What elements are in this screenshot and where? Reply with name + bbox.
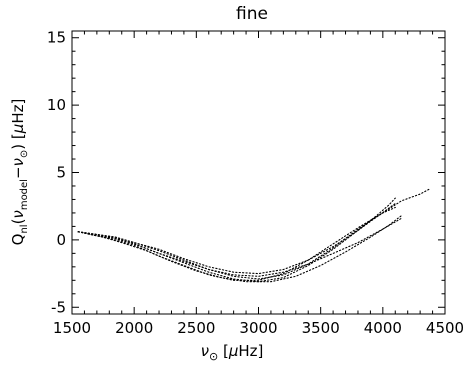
svg-text:ν⊙ [μHz]: ν⊙ [μHz] [201, 342, 264, 363]
y-tick-label: 10 [47, 96, 66, 114]
data-series-6 [83, 215, 403, 283]
x-tick-label: 3000 [239, 319, 277, 337]
plot-frame [71, 30, 446, 315]
x-tick-label: 4000 [364, 319, 402, 337]
x-tick-label: 3500 [302, 319, 340, 337]
data-series-5 [77, 202, 396, 275]
x-tick-label: 2500 [177, 319, 215, 337]
x-tick-label: 4500 [426, 319, 463, 337]
x-tick-label: 2000 [115, 319, 153, 337]
data-series-group [77, 188, 431, 283]
svg-text:Qnl(νmodel−ν⊙) [μHz]: Qnl(νmodel−ν⊙) [μHz] [9, 99, 30, 246]
data-series-1 [77, 188, 431, 280]
y-tick-label: 5 [56, 164, 66, 182]
x-axis: 1500 2000 2500 3000 3500 4000 4500 [53, 31, 463, 337]
y-tick-label: 0 [56, 231, 66, 249]
x-tick-label: 1500 [53, 319, 91, 337]
y-axis: -5 0 5 10 15 [47, 29, 445, 316]
chart-title: fine [236, 4, 268, 24]
y-tick-label: 15 [47, 29, 66, 47]
data-series-3 [77, 206, 396, 281]
y-axis-label: Qnl(νmodel−ν⊙) [μHz] [9, 99, 30, 246]
y-tick-label: -5 [51, 298, 66, 316]
data-series-4 [77, 217, 403, 277]
x-axis-label: ν⊙ [μHz] [201, 342, 264, 363]
